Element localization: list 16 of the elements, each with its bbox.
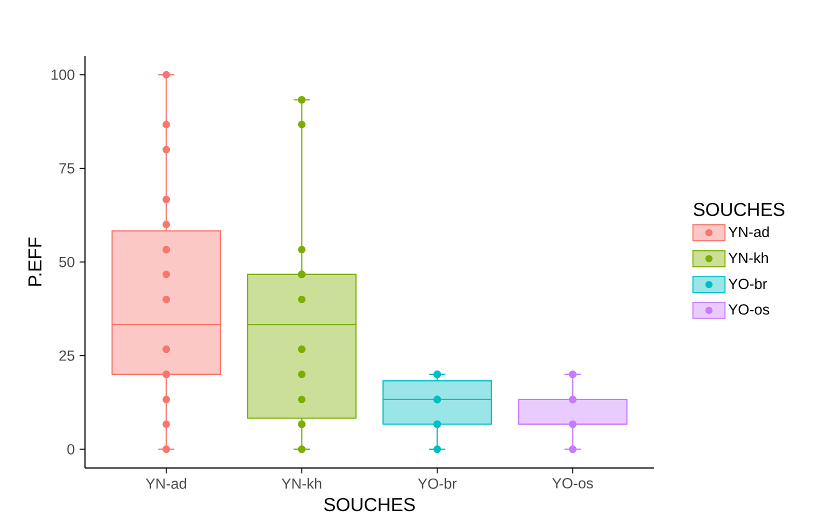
- legend-label: YO-os: [728, 304, 770, 315]
- y-axis-title: P.EFF: [28, 237, 42, 286]
- y-tick-label: 50: [59, 256, 74, 268]
- legend-label: YN-kh: [728, 252, 768, 263]
- y-tick-label: 25: [59, 350, 74, 361]
- y-tick-label: 0: [67, 444, 74, 454]
- legend-label: YO-br: [728, 278, 768, 290]
- y-tick-label: 100: [52, 70, 74, 80]
- x-axis-title: SOUCHES: [324, 498, 415, 512]
- x-tick-label: YO-os: [552, 478, 593, 488]
- legend-label: YN-ad: [728, 226, 769, 238]
- x-tick-label: YO-br: [418, 478, 457, 489]
- x-tick-label: YN-ad: [146, 478, 186, 489]
- x-tick-label: YN-kh: [282, 478, 322, 489]
- legend-title: SOUCHES: [694, 202, 784, 216]
- y-tick-label: 75: [59, 163, 74, 174]
